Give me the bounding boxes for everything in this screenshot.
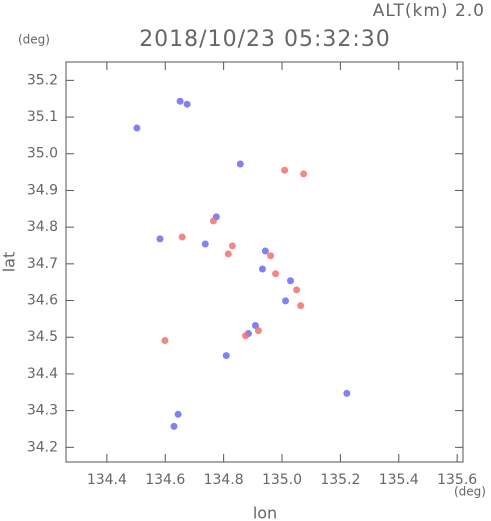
echo-point: [242, 332, 250, 340]
y-tick-label: 35.0: [27, 146, 58, 162]
y-axis-label: lat: [0, 252, 19, 273]
echo-point: [176, 97, 184, 105]
echo-point: [133, 124, 141, 132]
echo-point: [300, 170, 308, 178]
echo-point: [272, 270, 280, 278]
x-tick-label: 134.8: [204, 472, 244, 488]
echo-point: [293, 286, 301, 294]
x-tick-label: 135.2: [320, 472, 360, 488]
echo-point: [161, 337, 169, 345]
echo-point: [267, 252, 275, 260]
echo-point: [261, 247, 269, 255]
y-tick-label: 34.8: [27, 219, 58, 235]
echo-point: [297, 302, 305, 310]
y-tick-label: 35.1: [27, 109, 58, 125]
x-tick-label: 134.6: [145, 472, 185, 488]
x-tick-label: 135.6: [437, 472, 477, 488]
echo-point: [222, 352, 230, 360]
x-tick-label: 135.0: [262, 472, 302, 488]
echo-point: [281, 166, 289, 174]
y-tick-label: 34.9: [27, 182, 58, 198]
echo-point: [201, 240, 209, 248]
echo-point: [209, 217, 217, 225]
echo-point: [224, 250, 232, 258]
y-tick-label: 35.2: [27, 72, 58, 88]
echo-point: [174, 410, 182, 418]
y-tick-label: 34.5: [27, 329, 58, 345]
x-tick-label: 135.4: [379, 472, 419, 488]
echo-point: [254, 327, 262, 335]
echo-point: [178, 233, 186, 241]
y-tick-label: 34.7: [27, 256, 58, 272]
chart-title: 2018/10/23 05:32:30: [139, 27, 391, 52]
echo-point: [236, 160, 244, 168]
y-tick-label: 34.4: [27, 366, 58, 382]
y-unit: (deg): [18, 33, 50, 47]
plot-frame: [65, 61, 464, 463]
x-axis-label: lon: [253, 504, 277, 521]
x-unit: (deg): [454, 485, 486, 499]
y-tick-label: 34.2: [27, 439, 58, 455]
echo-point: [282, 297, 290, 305]
echo-point: [170, 422, 178, 430]
x-tick-label: 134.4: [87, 472, 127, 488]
y-tick-label: 34.3: [27, 403, 58, 419]
echo-point: [258, 265, 266, 273]
echo-point: [286, 277, 294, 285]
echo-point: [156, 235, 164, 243]
chart-subtitle: ALT(km) 2.0: [373, 1, 485, 21]
echo-point: [228, 242, 236, 250]
echo-point: [251, 321, 259, 329]
echo-point: [183, 100, 191, 108]
y-tick-label: 34.6: [27, 293, 58, 309]
echo-point: [343, 389, 351, 397]
